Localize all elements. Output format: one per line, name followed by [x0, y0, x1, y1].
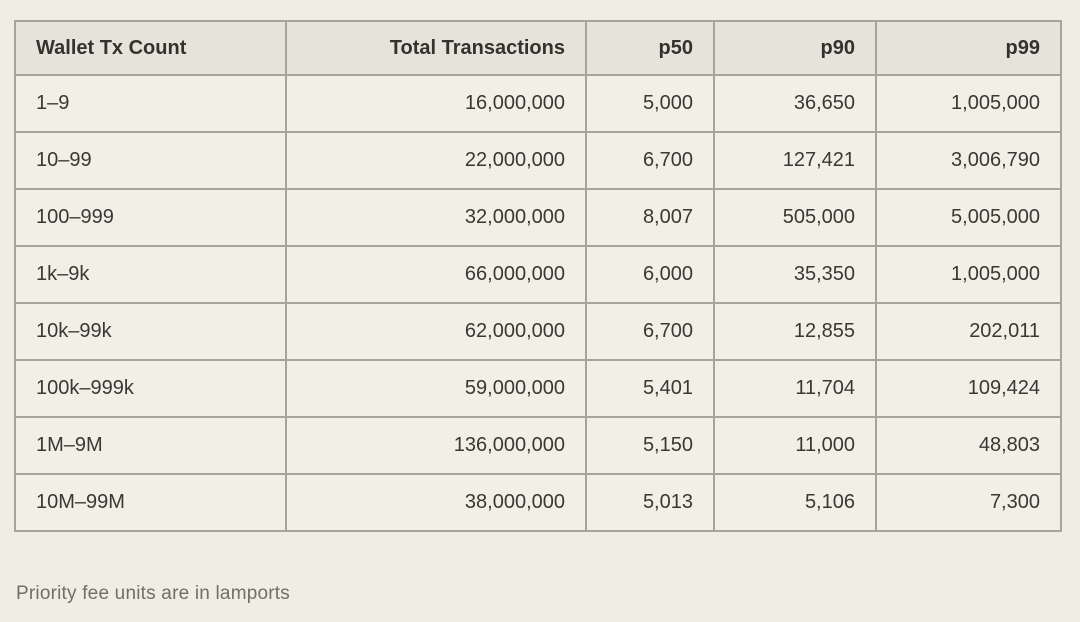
column-header-total-transactions: Total Transactions: [285, 20, 587, 76]
column-header-p90: p90: [713, 20, 877, 76]
cell-p99: 48,803: [875, 416, 1062, 475]
cell-p50: 6,700: [585, 131, 715, 190]
cell-p90: 35,350: [713, 245, 877, 304]
priority-fee-table-container: Wallet Tx Count Total Transactions p50 p…: [14, 20, 1062, 532]
cell-p50: 5,150: [585, 416, 715, 475]
cell-total-transactions: 38,000,000: [285, 473, 587, 532]
cell-p50: 5,013: [585, 473, 715, 532]
header-row: Wallet Tx Count Total Transactions p50 p…: [14, 20, 1062, 76]
cell-total-transactions: 16,000,000: [285, 74, 587, 133]
cell-p99: 3,006,790: [875, 131, 1062, 190]
cell-p50: 6,700: [585, 302, 715, 361]
table-row: 10–99 22,000,000 6,700 127,421 3,006,790: [14, 131, 1062, 190]
cell-p99: 1,005,000: [875, 74, 1062, 133]
cell-p90: 12,855: [713, 302, 877, 361]
table-row: 1–9 16,000,000 5,000 36,650 1,005,000: [14, 74, 1062, 133]
cell-p90: 11,000: [713, 416, 877, 475]
cell-p90: 36,650: [713, 74, 877, 133]
cell-wallet-range: 1M–9M: [14, 416, 287, 475]
cell-total-transactions: 32,000,000: [285, 188, 587, 247]
cell-wallet-range: 1k–9k: [14, 245, 287, 304]
table-row: 10k–99k 62,000,000 6,700 12,855 202,011: [14, 302, 1062, 361]
cell-wallet-range: 10M–99M: [14, 473, 287, 532]
cell-p90: 5,106: [713, 473, 877, 532]
column-header-p50: p50: [585, 20, 715, 76]
cell-p90: 11,704: [713, 359, 877, 418]
cell-p90: 127,421: [713, 131, 877, 190]
table-row: 100k–999k 59,000,000 5,401 11,704 109,42…: [14, 359, 1062, 418]
cell-p99: 5,005,000: [875, 188, 1062, 247]
cell-wallet-range: 100k–999k: [14, 359, 287, 418]
cell-p99: 7,300: [875, 473, 1062, 532]
cell-p99: 1,005,000: [875, 245, 1062, 304]
column-header-p99: p99: [875, 20, 1062, 76]
cell-p50: 6,000: [585, 245, 715, 304]
table-row: 10M–99M 38,000,000 5,013 5,106 7,300: [14, 473, 1062, 532]
table-row: 100–999 32,000,000 8,007 505,000 5,005,0…: [14, 188, 1062, 247]
cell-p99: 109,424: [875, 359, 1062, 418]
cell-wallet-range: 100–999: [14, 188, 287, 247]
cell-wallet-range: 10k–99k: [14, 302, 287, 361]
cell-total-transactions: 22,000,000: [285, 131, 587, 190]
cell-p50: 5,000: [585, 74, 715, 133]
table-row: 1M–9M 136,000,000 5,150 11,000 48,803: [14, 416, 1062, 475]
cell-total-transactions: 66,000,000: [285, 245, 587, 304]
cell-p50: 5,401: [585, 359, 715, 418]
priority-fee-table: Wallet Tx Count Total Transactions p50 p…: [14, 20, 1062, 532]
cell-p99: 202,011: [875, 302, 1062, 361]
cell-total-transactions: 59,000,000: [285, 359, 587, 418]
cell-total-transactions: 62,000,000: [285, 302, 587, 361]
cell-wallet-range: 1–9: [14, 74, 287, 133]
table-row: 1k–9k 66,000,000 6,000 35,350 1,005,000: [14, 245, 1062, 304]
cell-wallet-range: 10–99: [14, 131, 287, 190]
cell-p90: 505,000: [713, 188, 877, 247]
footnote-priority-fee-units: Priority fee units are in lamports: [16, 583, 290, 604]
cell-total-transactions: 136,000,000: [285, 416, 587, 475]
cell-p50: 8,007: [585, 188, 715, 247]
column-header-wallet-tx-count: Wallet Tx Count: [14, 20, 287, 76]
